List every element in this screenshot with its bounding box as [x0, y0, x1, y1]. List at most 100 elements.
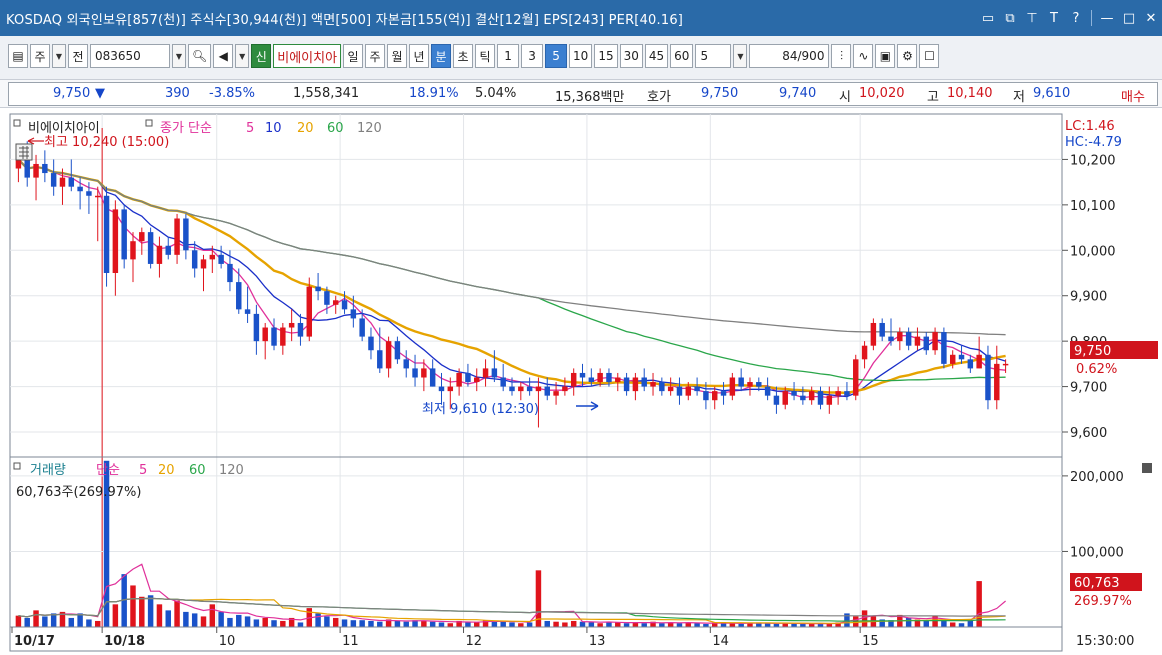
period-day-button[interactable]: 일 — [343, 44, 364, 68]
gear-icon[interactable]: ⚙ — [897, 44, 918, 68]
volume-bar — [932, 616, 938, 627]
code-dropdown-icon[interactable]: ▼ — [172, 44, 186, 68]
volume-panel-name[interactable]: 거래량 — [30, 463, 66, 478]
time-tick-label: 11 — [342, 634, 359, 649]
all-button[interactable]: 전 — [68, 44, 88, 68]
count-total: /900 — [797, 49, 825, 63]
interval-30-button[interactable]: 30 — [619, 44, 643, 68]
interval-dropdown-icon[interactable]: ▼ — [733, 44, 748, 68]
save-icon[interactable]: ▣ — [875, 44, 896, 68]
interval-15-button[interactable]: 15 — [594, 44, 618, 68]
candle-body — [553, 391, 559, 396]
interval-10-button[interactable]: 10 — [569, 44, 593, 68]
credit-badge[interactable]: 신 — [251, 44, 272, 68]
stock-name-field[interactable]: 비에이치아 — [273, 44, 342, 68]
interval-1-button[interactable]: 1 — [497, 44, 520, 68]
current-volume-tag-bg — [1070, 573, 1142, 591]
volume-panel-toggle-icon[interactable] — [13, 462, 21, 470]
volume-bar — [659, 623, 665, 627]
period-second-button[interactable]: 초 — [453, 44, 474, 68]
drawing-icon[interactable]: ∿ — [853, 44, 874, 68]
market-button[interactable]: 주 — [30, 44, 50, 68]
candle-body — [262, 327, 268, 342]
candle-body — [121, 209, 127, 260]
interval-3-button[interactable]: 3 — [521, 44, 544, 68]
pin-icon[interactable]: ⊤ — [1026, 10, 1038, 26]
maximize-icon[interactable]: □ — [1122, 10, 1136, 26]
volume-bar — [703, 623, 709, 627]
volume-ma-120-label: 120 — [219, 463, 244, 478]
volume-bar — [800, 623, 806, 627]
speaker-dropdown-icon[interactable]: ▼ — [235, 44, 250, 68]
low-price: 9,610 — [1033, 86, 1071, 101]
price-panel-toggle-icon[interactable] — [13, 119, 21, 127]
volume-ma-indicator-label[interactable]: 단순 — [96, 463, 120, 478]
interval-5-button[interactable]: 5 — [545, 44, 568, 68]
ma-5-label: 5 — [246, 121, 254, 136]
volume-panel-close-icon[interactable] — [1142, 463, 1152, 473]
volume-bar — [738, 623, 744, 627]
period-week-button[interactable]: 주 — [365, 44, 386, 68]
help-icon[interactable]: ? — [1072, 10, 1080, 26]
candle-body — [800, 395, 806, 401]
font-icon[interactable]: T — [1050, 10, 1058, 26]
count-field[interactable]: 84/900 — [749, 44, 830, 68]
current-price-percent: 0.62% — [1076, 362, 1117, 377]
copy-icon[interactable]: ⧉ — [1005, 10, 1015, 26]
close-icon[interactable]: ✕ — [1145, 10, 1157, 26]
candle-body — [632, 377, 639, 392]
volume-bar — [236, 614, 242, 627]
candle-body — [914, 336, 921, 346]
candle-body — [377, 350, 383, 369]
candle-body — [941, 332, 947, 364]
minimize-icon[interactable]: — — [1100, 10, 1114, 26]
price-tick-label: 10,000 — [1070, 244, 1116, 259]
candle-body — [280, 327, 286, 346]
price-tick-label: 9,600 — [1070, 426, 1107, 441]
candle-body — [615, 377, 621, 383]
speaker-icon[interactable]: ◀ — [213, 44, 234, 68]
window-title: KOSDAQ 외국인보유[857(천)] 주식수[30,944(천)] 액면[5… — [6, 12, 684, 28]
volume-bar — [958, 623, 965, 627]
layout-icon[interactable]: ▤ — [8, 44, 28, 68]
candle-body — [756, 382, 762, 387]
volume-bar — [412, 620, 418, 627]
period-minute-button[interactable]: 분 — [431, 44, 452, 68]
volume-bar — [421, 620, 427, 627]
search-icon[interactable]: 🔍︎ — [188, 44, 212, 68]
period-month-button[interactable]: 월 — [387, 44, 408, 68]
volume-bar — [729, 623, 736, 627]
volume-tick-label: 100,000 — [1070, 545, 1124, 560]
volume-bar — [535, 570, 542, 627]
candle-body — [385, 341, 392, 369]
quote-bar: 9,750 ▼ 390 -3.85% 1,558,341 18.91% 5.04… — [0, 80, 1162, 108]
volume-bar — [465, 621, 471, 627]
change-arrow-icon: ▼ — [95, 86, 105, 101]
volume-bar — [86, 619, 92, 627]
restore-icon[interactable]: ▭ — [981, 10, 995, 26]
candle-body — [174, 218, 180, 255]
indicator-icon[interactable]: ⫶ — [831, 44, 852, 68]
stock-code-input[interactable]: 083650 — [90, 44, 170, 68]
interval-45-button[interactable]: 45 — [644, 44, 669, 68]
volume-bar — [130, 585, 136, 627]
title-bar: KOSDAQ 외국인보유[857(천)] 주식수[30,944(천)] 액면[5… — [0, 0, 1162, 36]
volume-bar — [429, 621, 436, 627]
checkbox-icon[interactable]: ☐ — [919, 44, 940, 68]
buy-button[interactable]: 매수 — [1121, 90, 1145, 105]
volume-bar — [641, 623, 647, 627]
market-dropdown-icon[interactable]: ▼ — [52, 44, 66, 68]
candle-body — [861, 345, 868, 360]
interval-60-button[interactable]: 60 — [670, 44, 694, 68]
candle-body — [421, 368, 427, 378]
candle-body — [791, 391, 797, 396]
price-panel-name[interactable]: 비에이치아이 — [28, 121, 100, 136]
period-year-button[interactable]: 년 — [409, 44, 430, 68]
ma-indicator-label[interactable]: 종가 단순 — [160, 121, 212, 136]
trade-amount: 15,368백만 — [555, 90, 625, 105]
interval-select[interactable]: 5 — [695, 44, 732, 68]
period-tick-button[interactable]: 틱 — [475, 44, 496, 68]
ma-toggle-icon[interactable] — [145, 119, 153, 127]
